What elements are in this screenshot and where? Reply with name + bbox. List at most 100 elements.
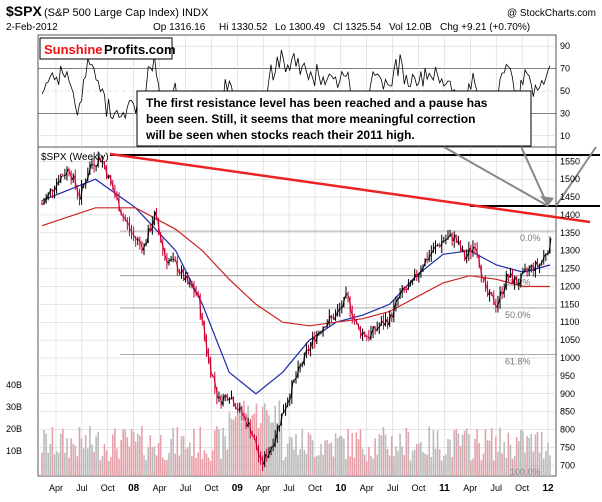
volume-bar [116, 448, 118, 476]
volume-bar [336, 437, 339, 476]
candle-body [198, 295, 202, 318]
time-tick-label: Apr [463, 483, 477, 493]
candle-body [496, 301, 500, 308]
candle-body [350, 311, 354, 318]
volume-bar [101, 455, 104, 476]
volume-bar [128, 446, 131, 476]
candle-body [332, 316, 335, 320]
volume-bar [445, 454, 447, 476]
stat-cl: Cl 1325.54 [333, 22, 382, 33]
volume-bar [503, 441, 505, 476]
candle-body [78, 193, 81, 200]
volume-bar [307, 432, 310, 476]
candle-body [479, 267, 483, 278]
volume-bar [303, 449, 306, 476]
price-tick-label: 1500 [560, 174, 580, 184]
candle-body [427, 254, 431, 261]
volume-bar [330, 442, 333, 476]
volume-bar [443, 455, 445, 476]
candle-body [346, 293, 350, 299]
candle-body [417, 272, 421, 278]
candle-body [65, 168, 69, 176]
volume-bar [284, 456, 287, 476]
volume-bar [522, 431, 524, 476]
price-tick-label: 1100 [560, 317, 579, 327]
candle-body [142, 244, 146, 251]
volume-bar [486, 440, 489, 476]
arrow-head [540, 196, 554, 206]
volume-bar [382, 427, 385, 476]
candle-body [278, 424, 281, 427]
candle-body [238, 407, 242, 411]
price-tick-label: 1250 [560, 264, 580, 274]
volume-bar [57, 452, 60, 476]
volume-bar [151, 447, 154, 476]
volume-bar [457, 433, 460, 476]
candle-body [246, 422, 250, 427]
candle-body [320, 331, 322, 334]
volume-bar [91, 444, 93, 476]
candle-body [305, 349, 308, 353]
logo-red: Sunshine [44, 42, 103, 57]
volume-bar [428, 426, 431, 476]
candle-body [544, 253, 547, 256]
volume-bar [326, 439, 329, 476]
volume-bar [176, 427, 179, 476]
price-candles [41, 151, 552, 471]
volume-bar [55, 451, 58, 476]
volume-fib-label: 100.0% [510, 467, 541, 477]
volume-bar [143, 455, 145, 476]
candle-body [67, 168, 71, 174]
volume-bar [318, 455, 320, 476]
volume-tick-label: 40B [6, 380, 22, 390]
candle-body [434, 245, 437, 248]
candle-body [144, 242, 148, 245]
time-tick-label: 09 [232, 483, 244, 494]
volume-bar [432, 430, 435, 476]
candle-body [63, 174, 66, 177]
volume-bar [249, 428, 251, 476]
volume-bar [228, 412, 231, 476]
candle-body [150, 222, 154, 231]
volume-bar [351, 432, 354, 476]
candle-body [355, 319, 358, 324]
volume-bar [111, 434, 114, 476]
volume-bar [147, 447, 149, 476]
volume-bar [488, 440, 491, 476]
candle-body [267, 451, 271, 458]
volume-bar [372, 458, 374, 476]
volume-bar [207, 457, 210, 476]
volume-bar [51, 427, 54, 476]
candle-body [228, 398, 231, 401]
candle-body [459, 241, 462, 251]
price-tick-label: 1200 [560, 281, 580, 291]
candle-body [519, 273, 523, 285]
candle-body [290, 382, 294, 398]
candle-body [379, 320, 383, 326]
candle-body [523, 268, 527, 272]
time-tick-label: Oct [412, 483, 427, 493]
date: 2-Feb-2012 [6, 22, 58, 33]
candle-body [115, 195, 119, 199]
candle-body [336, 309, 339, 315]
candle-body [530, 264, 533, 268]
volume-bar [251, 415, 254, 476]
volume-bar [205, 453, 208, 476]
volume-bar [124, 429, 127, 476]
candle-body [117, 198, 121, 212]
candle-body [44, 196, 48, 202]
time-tick-label: Oct [308, 483, 323, 493]
candle-body [507, 273, 510, 278]
candle-body [377, 325, 381, 329]
candle-body [384, 319, 387, 326]
candle-body [230, 396, 233, 400]
volume-bar [184, 449, 187, 476]
volume-bar [538, 452, 541, 476]
volume-bar [451, 456, 453, 476]
candle-body [375, 327, 379, 331]
time-tick-label: 08 [128, 483, 140, 494]
candle-body [407, 285, 410, 290]
candle-body [490, 291, 494, 297]
volume-bar [174, 453, 177, 476]
volume-bar [199, 426, 202, 476]
